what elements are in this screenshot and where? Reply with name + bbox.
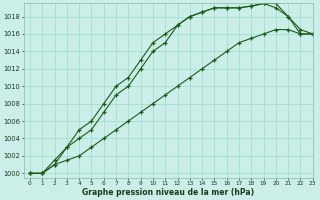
X-axis label: Graphe pression niveau de la mer (hPa): Graphe pression niveau de la mer (hPa) (82, 188, 254, 197)
